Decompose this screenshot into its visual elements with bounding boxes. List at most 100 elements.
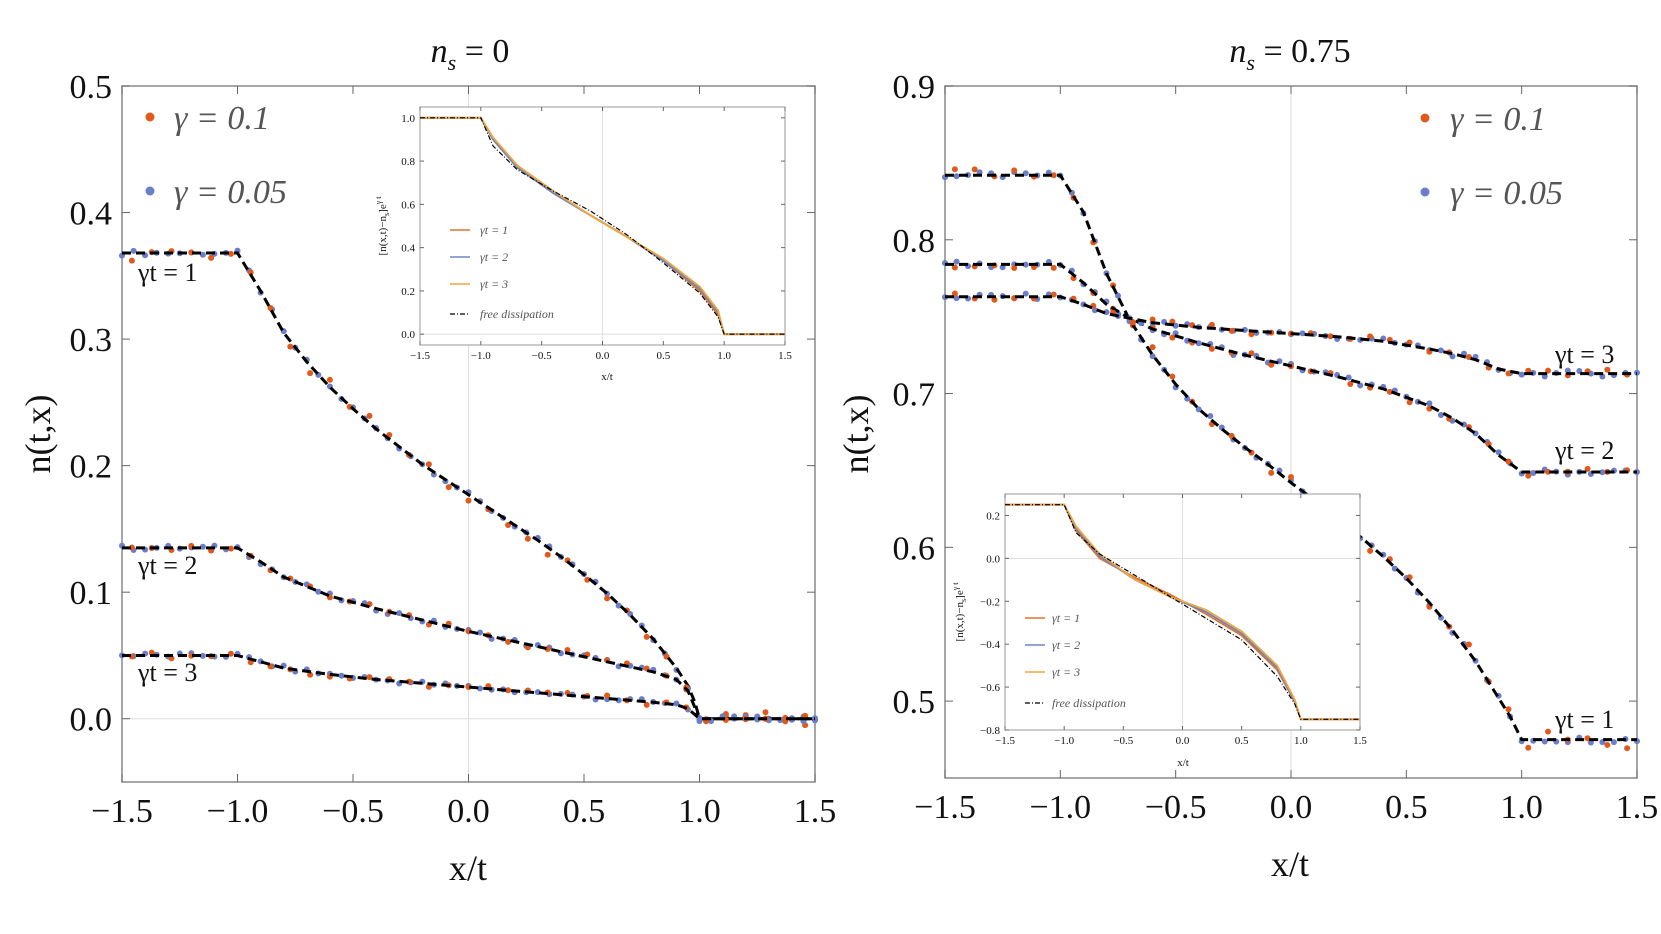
right-panel-title: ns = 0.75 (1229, 33, 1350, 75)
y-tick-label: 0.0 (401, 329, 415, 341)
data-point-gamma-0-1 (1525, 472, 1532, 479)
right-inset-y-tick-labels: 0.2 0.0 −0.2 −0.4 −0.6 −0.8 (980, 510, 1000, 737)
right-series (942, 166, 1640, 752)
data-point-gamma-0-05 (1115, 292, 1121, 299)
x-tick-label: 1.5 (1353, 735, 1367, 747)
theory-curve-3 (945, 295, 1637, 376)
data-point-gamma-0-1 (1505, 706, 1512, 713)
data-point-gamma-0-1 (524, 535, 531, 542)
data-point-gamma-0-1 (971, 166, 978, 173)
data-point-gamma-0-05 (1022, 261, 1029, 268)
data-point-gamma-0-05 (199, 652, 206, 659)
y-tick-label: 0.3 (70, 322, 113, 359)
y-tick-label: 0.7 (893, 377, 936, 414)
data-point-gamma-0-1 (1050, 291, 1057, 298)
left-panel-title: ns = 0 (431, 33, 510, 75)
data-point-gamma-0-1 (307, 671, 314, 678)
x-tick-label: 1.5 (1616, 789, 1659, 826)
data-point-gamma-0-1 (1011, 265, 1018, 272)
y-tick-label: 0.6 (893, 530, 936, 567)
data-point-gamma-0-1 (1268, 361, 1275, 368)
data-point-gamma-0-1 (505, 638, 512, 645)
right-panel: ns = 0.75 −1.5 −1.0 −0.5 0.0 0.5 1.0 1.5 0.50.… (836, 33, 1658, 884)
left-y-tick-labels: 0.0 0.1 0.2 0.3 0.4 0.5 (70, 69, 113, 739)
y-tick-label: 0.2 (401, 286, 415, 298)
legend-label-gamma-0-1: γ = 0.1 (174, 100, 270, 137)
y-tick-label: 0.5 (893, 684, 936, 721)
y-tick-label: 0.9 (893, 69, 936, 106)
x-tick-label: 1.0 (717, 350, 731, 362)
theory-curve-2 (945, 262, 1637, 474)
left-x-tick-labels: −1.5 −1.0 −0.5 0.0 0.5 1.0 1.5 (91, 793, 836, 830)
data-point-gamma-0-05 (199, 543, 206, 550)
inset-line-gt3 (420, 116, 785, 336)
data-point-gamma-0-1 (1011, 167, 1018, 174)
y-tick-label: 0.0 (70, 702, 113, 739)
curve-label-gt1: γt = 1 (1554, 705, 1614, 734)
data-point-gamma-0-1 (227, 250, 234, 257)
y-tick-label: 0.0 (986, 553, 1000, 565)
data-point-gamma-0-1 (1228, 432, 1235, 439)
data-point-gamma-0-05 (1195, 406, 1202, 413)
data-point-gamma-0-1 (366, 674, 373, 681)
legend-marker-gamma-0-1 (145, 112, 155, 122)
data-point-gamma-0-05 (1172, 322, 1179, 329)
data-point-gamma-0-1 (1406, 399, 1413, 406)
data-point-gamma-0-1 (1465, 641, 1472, 648)
legend-label-gamma-0-1: γ = 0.1 (1450, 101, 1546, 138)
x-tick-label: 0.5 (563, 793, 606, 830)
data-point-gamma-0-05 (1541, 738, 1548, 745)
left-inset-x-tick-labels: −1.5 −1.0 −0.5 0.0 0.5 1.0 1.5 (410, 350, 792, 362)
data-point-gamma-0-05 (953, 295, 960, 302)
curve-label-gt1: γt = 1 (137, 258, 197, 287)
data-point-gamma-0-05 (1149, 353, 1156, 360)
data-point-gamma-0-1 (425, 461, 432, 468)
legend-marker-gamma-0-05 (1420, 187, 1430, 197)
data-point-gamma-0-1 (247, 269, 254, 276)
data-point-gamma-0-1 (128, 257, 135, 264)
data-point-gamma-0-1 (1347, 380, 1354, 387)
data-point-gamma-0-05 (1103, 309, 1110, 316)
x-tick-label: −1.0 (471, 350, 491, 362)
data-point-gamma-0-1 (287, 343, 294, 350)
legend-marker-gamma-0-1 (1420, 113, 1430, 123)
y-tick-label: 0.2 (70, 449, 113, 486)
y-tick-label: −0.2 (980, 596, 1000, 608)
left-legend: γ = 0.1 γ = 0.05 (145, 100, 287, 211)
left-panel: ns = 0 −1.5 −1.0 −0.5 0.0 0.5 1.0 1.5 0.00.10.… (18, 33, 836, 888)
x-tick-label: 0.5 (656, 350, 670, 362)
data-point-gamma-0-1 (544, 551, 551, 558)
data-point-gamma-0-1 (307, 370, 314, 377)
data-point-gamma-0-1 (1465, 353, 1472, 360)
data-point-gamma-0-1 (1248, 331, 1255, 338)
inset-legend-label-gt2: γt = 2 (1052, 638, 1080, 652)
data-point-gamma-0-05 (1518, 371, 1525, 378)
x-tick-label: −1.5 (995, 735, 1015, 747)
data-point-gamma-0-05 (673, 700, 680, 707)
data-point-gamma-0-1 (1288, 474, 1294, 481)
data-point-gamma-0-1 (951, 166, 958, 173)
y-tick-label: 0.4 (70, 196, 113, 233)
data-point-gamma-0-1 (1505, 370, 1512, 377)
data-point-gamma-0-1 (1624, 745, 1631, 752)
data-point-gamma-0-05 (953, 173, 960, 180)
data-point-gamma-0-05 (1184, 395, 1191, 402)
inset-legend-label-gt1: γt = 1 (1052, 611, 1080, 625)
data-point-gamma-0-1 (1584, 735, 1591, 742)
data-point-gamma-0-05 (477, 629, 484, 636)
data-point-gamma-0-1 (1208, 345, 1215, 352)
x-tick-label: −1.0 (1054, 735, 1074, 747)
data-point-gamma-0-1 (1505, 458, 1512, 465)
data-point-gamma-0-05 (315, 588, 322, 595)
left-ticks (121, 85, 816, 782)
x-tick-label: −1.0 (1029, 789, 1091, 826)
left-y-axis-label: n(t,x) (18, 395, 58, 474)
data-point-gamma-0-05 (130, 247, 137, 254)
x-tick-label: 1.0 (678, 793, 721, 830)
y-tick-label: −0.4 (980, 639, 1000, 651)
data-point-gamma-0-1 (604, 595, 611, 602)
y-tick-label: 0.2 (986, 510, 1000, 522)
legend-marker-gamma-0-05 (145, 186, 155, 196)
data-point-gamma-0-05 (1022, 290, 1029, 297)
